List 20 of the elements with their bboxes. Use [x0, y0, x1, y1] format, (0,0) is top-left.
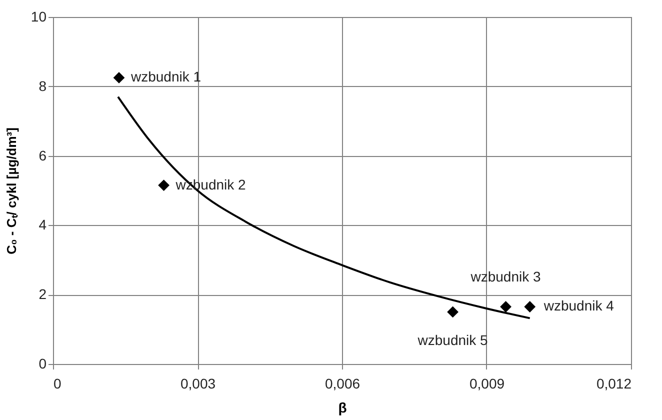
y-tick-label: 10	[30, 8, 47, 24]
y-tick-label: 8	[38, 78, 47, 94]
x-tick-label: 0,003	[180, 376, 216, 392]
x-tick-label: 0,006	[324, 376, 360, 392]
annotation: wzbudnik 4	[542, 298, 614, 314]
y-tick-label: 2	[38, 286, 47, 302]
y-tick-label: 0	[38, 356, 47, 372]
x-tick-label: 0	[54, 376, 62, 392]
line-series	[117, 96, 531, 320]
y-axis-title: C₀ - Cₜ/ cykl [µg/dm³]	[4, 128, 19, 254]
point	[500, 301, 512, 312]
x-tick-label: 0,012	[596, 376, 632, 392]
point	[447, 306, 458, 318]
y-tick-label: 4	[38, 216, 47, 233]
x-axis-title: β	[338, 400, 348, 416]
point	[158, 180, 170, 191]
point	[113, 72, 125, 84]
point	[524, 301, 536, 312]
y-tick-label: 6	[38, 147, 47, 164]
x-tick-label: 0,009	[469, 376, 505, 392]
